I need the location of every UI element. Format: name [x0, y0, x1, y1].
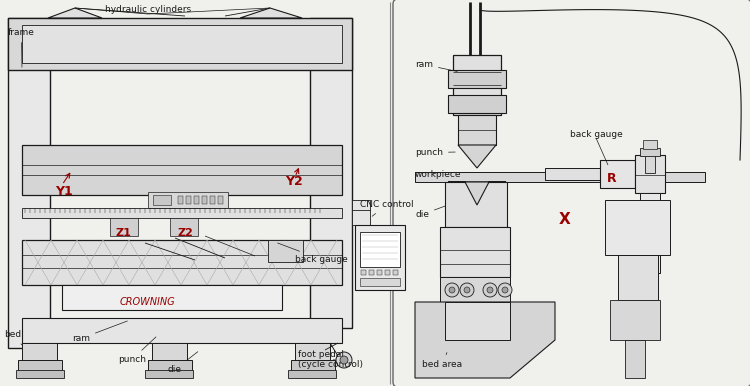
Circle shape: [460, 283, 474, 297]
Bar: [385, 270, 390, 275]
Bar: [640, 148, 660, 156]
Bar: [643, 140, 657, 149]
Circle shape: [502, 287, 508, 293]
Bar: [194, 196, 199, 204]
Bar: [369, 270, 374, 275]
Text: punch: punch: [118, 337, 156, 364]
Bar: [18, 360, 62, 372]
Bar: [618, 255, 658, 300]
Bar: [458, 115, 496, 145]
Bar: [600, 160, 635, 188]
Bar: [393, 270, 398, 275]
Bar: [445, 182, 507, 227]
Text: Z1: Z1: [115, 228, 130, 238]
Bar: [110, 218, 138, 236]
Text: die: die: [168, 352, 198, 374]
Bar: [22, 25, 342, 63]
Bar: [448, 70, 506, 88]
Bar: [360, 232, 400, 267]
Circle shape: [483, 283, 497, 297]
Bar: [355, 225, 405, 290]
Bar: [148, 360, 192, 372]
Text: CNC control: CNC control: [360, 200, 414, 216]
Bar: [153, 195, 171, 205]
Polygon shape: [448, 182, 506, 205]
Bar: [440, 227, 510, 277]
Bar: [445, 302, 510, 340]
Bar: [22, 145, 342, 195]
Text: frame: frame: [8, 28, 34, 67]
Polygon shape: [240, 8, 302, 18]
Text: Y2: Y2: [285, 175, 303, 188]
Text: back gauge: back gauge: [278, 243, 348, 264]
Circle shape: [498, 283, 512, 297]
Text: bed area: bed area: [422, 352, 462, 369]
Bar: [545, 168, 600, 180]
Bar: [352, 200, 370, 225]
Circle shape: [336, 352, 352, 368]
Circle shape: [445, 283, 459, 297]
Bar: [145, 370, 193, 378]
Bar: [453, 55, 501, 115]
Bar: [440, 277, 510, 302]
Circle shape: [340, 356, 348, 364]
Bar: [360, 278, 400, 286]
Bar: [288, 370, 336, 378]
Circle shape: [487, 287, 493, 293]
Bar: [186, 196, 191, 204]
Bar: [448, 95, 506, 113]
Bar: [22, 343, 57, 363]
Text: back gauge: back gauge: [570, 130, 622, 139]
Bar: [22, 240, 342, 285]
Bar: [22, 208, 342, 218]
Bar: [218, 196, 223, 204]
Bar: [295, 343, 330, 363]
Text: ram: ram: [415, 60, 458, 71]
Text: X: X: [559, 213, 571, 227]
Bar: [16, 370, 64, 378]
Polygon shape: [48, 8, 102, 18]
Bar: [640, 193, 660, 273]
Text: die: die: [415, 206, 446, 219]
Text: foot pedal
(cycle control): foot pedal (cycle control): [298, 350, 363, 369]
Bar: [605, 200, 670, 255]
Text: ram: ram: [72, 321, 128, 343]
Bar: [310, 18, 352, 328]
Bar: [635, 155, 665, 193]
Bar: [268, 240, 303, 262]
Bar: [645, 155, 655, 173]
Bar: [625, 340, 645, 378]
Bar: [62, 285, 282, 310]
Bar: [415, 172, 705, 182]
Bar: [170, 218, 198, 236]
Circle shape: [464, 287, 470, 293]
Text: workpiece: workpiece: [415, 170, 461, 179]
Bar: [178, 196, 183, 204]
Text: punch: punch: [415, 148, 455, 157]
Bar: [210, 196, 215, 204]
Bar: [148, 192, 228, 208]
Text: CROWNING: CROWNING: [120, 297, 176, 307]
Polygon shape: [448, 182, 506, 205]
Bar: [8, 18, 352, 70]
Bar: [610, 300, 660, 340]
Polygon shape: [415, 302, 555, 378]
Polygon shape: [458, 145, 496, 168]
Circle shape: [449, 287, 455, 293]
Bar: [377, 270, 382, 275]
Bar: [361, 270, 366, 275]
Text: Y1: Y1: [55, 185, 73, 198]
Text: R: R: [608, 171, 616, 185]
Text: Z2: Z2: [178, 228, 194, 238]
Bar: [291, 360, 335, 372]
FancyBboxPatch shape: [393, 0, 750, 386]
Bar: [22, 318, 342, 343]
Text: bed: bed: [4, 330, 22, 345]
Bar: [152, 343, 187, 363]
Bar: [8, 18, 50, 348]
Bar: [202, 196, 207, 204]
Text: hydraulic cylinders: hydraulic cylinders: [105, 5, 191, 14]
